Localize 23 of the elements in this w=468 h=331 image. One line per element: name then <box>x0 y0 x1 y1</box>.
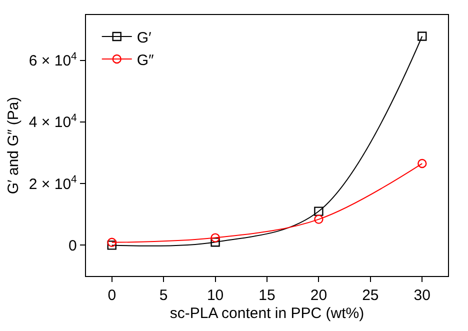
point <box>107 238 116 248</box>
y-axis-title: G′ and G″ (Pa) <box>5 96 22 194</box>
point <box>418 158 427 168</box>
point <box>107 240 116 250</box>
x-tick-label: 25 <box>362 287 379 304</box>
legend-label: G′ <box>136 29 152 46</box>
y-tick-label: 4 × 10$^{4}$ <box>28 112 78 132</box>
point <box>418 32 427 41</box>
point <box>314 206 324 216</box>
x-tick-label: 10 <box>206 287 224 304</box>
x-tick-label: 15 <box>258 287 276 304</box>
point <box>210 233 220 242</box>
x-tick-label: 0 <box>108 287 116 304</box>
y-tick-label: 2 × 10$^{4}$ <box>28 174 78 193</box>
point <box>314 214 324 224</box>
y-tick-label: 6 × 10$^{4}$ <box>28 50 78 70</box>
legend-label: G″ <box>136 52 155 69</box>
x-axis-title: sc-PLA content in PPC (wt%) <box>170 305 364 322</box>
x-tick-label: 30 <box>414 287 430 304</box>
x-tick-label: 5 <box>159 287 168 304</box>
point <box>210 238 220 247</box>
x-tick-label: 20 <box>310 287 328 304</box>
y-tick-label: 0 <box>68 237 77 254</box>
